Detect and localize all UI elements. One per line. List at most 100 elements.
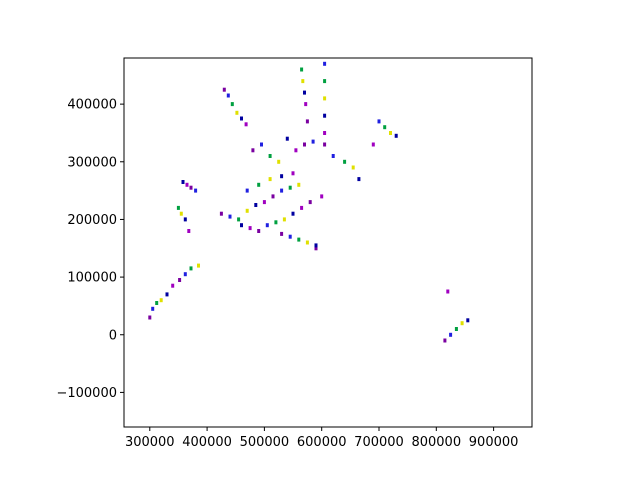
scatter-point (460, 321, 464, 326)
scatter-point (371, 142, 375, 147)
axes-frame (123, 57, 533, 428)
scatter-point (323, 131, 327, 135)
scatter-point (377, 119, 381, 124)
y-tick-label: 100000 (67, 271, 117, 286)
scatter-point (311, 139, 315, 144)
scatter-point (351, 165, 355, 170)
scatter-point (357, 177, 361, 182)
scatter-point (297, 182, 301, 187)
scatter-point (189, 266, 193, 271)
scatter-point (389, 131, 392, 135)
x-tick-label: 300000 (125, 435, 175, 450)
scatter-point (280, 174, 284, 179)
scatter-point (240, 116, 243, 121)
scatter-point (300, 205, 304, 210)
scatter-point (262, 200, 266, 205)
scatter-point (251, 148, 255, 153)
scatter-point (443, 338, 447, 343)
x-axis: 300000 400000 500000 600000 700000 800000 9000… (125, 427, 518, 450)
scatter-point (288, 234, 292, 239)
scatter-point (331, 154, 335, 158)
scatter-point (194, 188, 198, 193)
scatter-point (245, 188, 249, 193)
y-tick-label: −100000 (56, 386, 117, 401)
scatter-point (235, 110, 239, 115)
x-tick-label: 500000 (240, 435, 290, 450)
y-tick-label: 200000 (67, 213, 117, 228)
scatter-point (323, 96, 327, 101)
scatter-point (260, 142, 263, 147)
scatter-point (394, 133, 398, 138)
scatter-point (151, 306, 155, 311)
scatter-point (285, 136, 289, 141)
scatter-point (183, 217, 187, 222)
scatter-point (159, 298, 163, 303)
scatter-point (320, 194, 324, 199)
scatter-point (314, 246, 318, 251)
scatter-point (308, 200, 312, 205)
x-tick-label: 400000 (182, 435, 232, 450)
scatter-point (254, 203, 258, 207)
scatter-point (303, 90, 306, 95)
scatter-point (291, 211, 295, 216)
scatter-point (383, 125, 387, 130)
scatter-point (181, 180, 185, 184)
scatter-point (271, 194, 275, 199)
scatter-point (257, 182, 261, 187)
x-tick-label: 900000 (469, 435, 519, 450)
scatter-point (305, 240, 309, 245)
y-tick-label: 400000 (67, 98, 117, 113)
scatter-point (183, 272, 187, 277)
scatter-point (240, 223, 243, 228)
scatter-point (187, 229, 191, 233)
scatter-point (274, 220, 278, 225)
scatter-point (257, 229, 261, 233)
scatter-point (178, 278, 182, 282)
scatter-point (280, 188, 284, 193)
scatter-point (237, 217, 241, 222)
scatter-point (305, 119, 309, 124)
scatter-point (219, 211, 223, 216)
scatter-point (171, 283, 175, 288)
scatter-point (323, 142, 327, 147)
scatter-point (265, 223, 269, 228)
scatter-point (189, 185, 193, 190)
scatter-point (343, 159, 347, 164)
scatter-point (268, 177, 272, 182)
scatter-point (277, 159, 281, 164)
scatter-point (228, 214, 232, 219)
y-tick-label: 300000 (67, 155, 117, 170)
scatter-point (446, 289, 450, 294)
y-tick-label: 0 (109, 328, 117, 343)
scatter-marks (148, 61, 470, 343)
scatter-point (282, 217, 286, 222)
scatter-point (323, 79, 327, 84)
scatter-point (248, 226, 252, 231)
scatter-point (244, 122, 248, 127)
scatter-point (288, 185, 292, 190)
scatter-point (165, 292, 169, 297)
scatter-point (179, 211, 183, 216)
scatter-point (300, 67, 304, 72)
x-tick-label: 600000 (297, 435, 347, 450)
scatter-point (323, 113, 327, 118)
scatter-point (304, 102, 308, 107)
scatter-point (291, 171, 295, 176)
scatter-point (155, 301, 159, 305)
y-axis: −100000 0 100000 200000 300000 400000 (56, 98, 124, 401)
scatter-point (314, 243, 318, 248)
scatter-point (323, 61, 327, 66)
scatter-point (303, 142, 306, 147)
scatter-point (268, 154, 272, 158)
scatter-point (148, 315, 152, 320)
scatter-point (197, 263, 200, 268)
scatter-point (185, 182, 189, 187)
scatter-point (176, 205, 180, 210)
scatter-point (297, 237, 301, 242)
scatter-point (222, 87, 226, 92)
scatter-point (466, 318, 470, 323)
scatter-point (301, 79, 305, 84)
scatter-point (294, 148, 298, 153)
scatter-point (454, 327, 458, 331)
